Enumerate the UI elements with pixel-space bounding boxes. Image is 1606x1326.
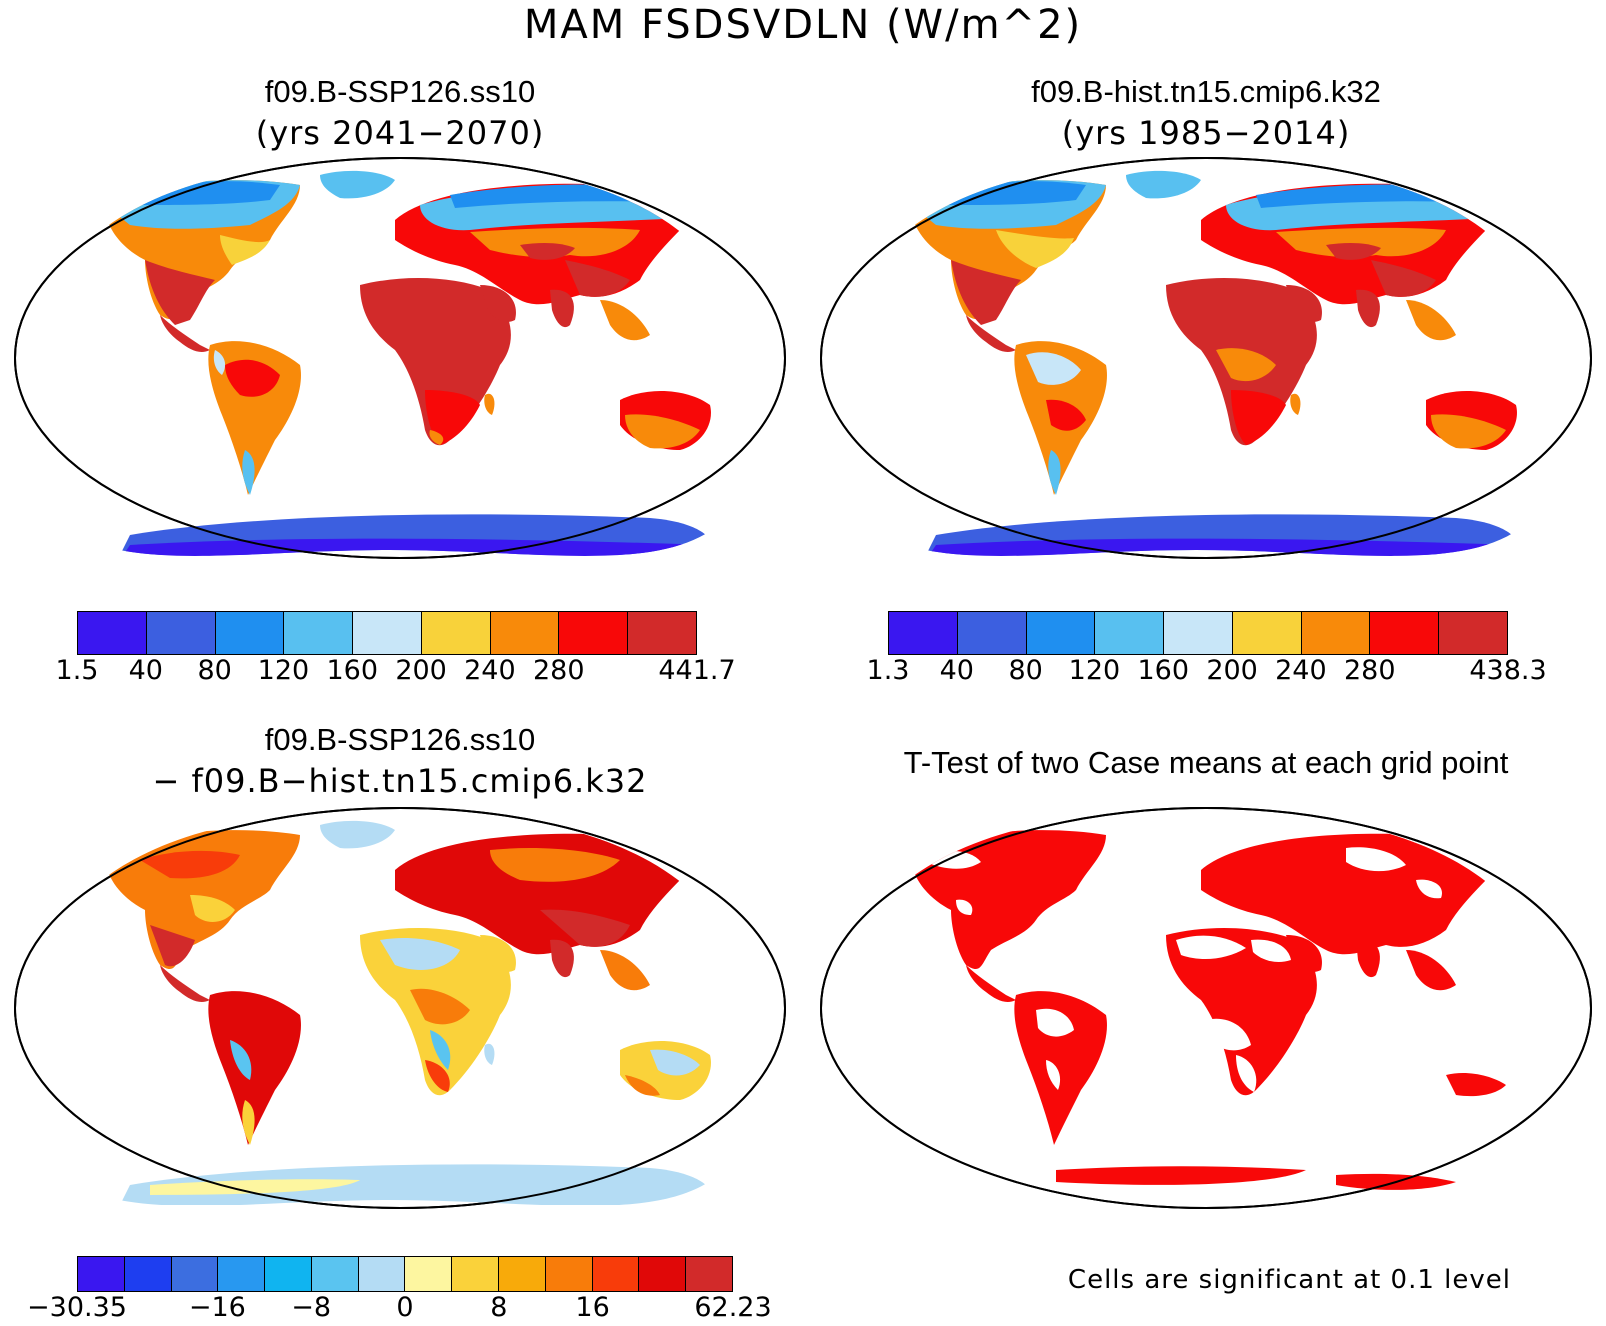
colorbar-cell bbox=[421, 612, 491, 654]
colorbar-cell bbox=[639, 1257, 687, 1291]
tick-label: 1.5 bbox=[55, 655, 99, 686]
panel-years-top-left: (yrs 2041−2070) bbox=[255, 114, 545, 152]
significance-note: Cells are significant at 0.1 level bbox=[1067, 1265, 1511, 1295]
tick-label: 80 bbox=[1008, 655, 1043, 686]
tick-label: 240 bbox=[464, 655, 516, 686]
colorbar-cell bbox=[218, 1257, 266, 1291]
colorbar-bottom-left bbox=[77, 1256, 733, 1292]
tick-label: 200 bbox=[1206, 655, 1258, 686]
tick-label: 160 bbox=[326, 655, 379, 686]
colorbar-ticks-top-right: 1.3 40 80 120 160 200 240 280 438.3 bbox=[867, 655, 1547, 689]
panel-title-bottom-right: T-Test of two Case means at each grid po… bbox=[903, 745, 1509, 780]
panel-subtitle-bottom-left: − f09.B−hist.tn15.cmip6.k32 bbox=[152, 762, 648, 800]
colorbar-cell bbox=[311, 1257, 359, 1291]
tick-label: 80 bbox=[197, 655, 232, 686]
tick-label: 438.3 bbox=[1469, 655, 1547, 686]
greenland bbox=[320, 170, 395, 199]
colorbar-cell bbox=[353, 612, 422, 654]
tick-label: 441.7 bbox=[658, 655, 736, 686]
colorbar-cell bbox=[628, 612, 697, 654]
colorbar-cell bbox=[1439, 612, 1508, 654]
colorbar-cell bbox=[686, 1257, 732, 1291]
colorbar-top-right bbox=[888, 611, 1508, 655]
colorbar-cell bbox=[490, 612, 560, 654]
tick-label: 240 bbox=[1275, 655, 1327, 686]
colorbar-cell bbox=[284, 612, 354, 654]
map-bottom-right bbox=[820, 807, 1592, 1209]
tick-label: 160 bbox=[1137, 655, 1190, 686]
tick-label: 280 bbox=[532, 655, 585, 686]
colorbar-cell bbox=[358, 1257, 406, 1291]
panel-years-top-right: (yrs 1985−2014) bbox=[1061, 114, 1351, 152]
tick-label: 40 bbox=[128, 655, 163, 686]
colorbar-cell bbox=[499, 1257, 546, 1291]
tick-label: 40 bbox=[939, 655, 974, 686]
colorbar-cell bbox=[889, 612, 958, 654]
colorbar-cell bbox=[545, 1257, 593, 1291]
colorbar-cell bbox=[78, 1257, 125, 1291]
colorbar-cell bbox=[592, 1257, 640, 1291]
tick-label: 120 bbox=[1068, 655, 1121, 686]
colorbar-cell bbox=[78, 612, 147, 654]
map-top-left bbox=[14, 157, 786, 559]
main-title: MAM FSDSVDLN (W/m^2) bbox=[523, 2, 1083, 48]
tick-label: 16 bbox=[575, 1292, 610, 1323]
colorbar-cell bbox=[1301, 612, 1371, 654]
colorbar-cell bbox=[452, 1257, 500, 1291]
map-bottom-left bbox=[14, 807, 786, 1209]
tick-label: −30.35 bbox=[27, 1292, 127, 1323]
tick-label: −16 bbox=[188, 1292, 246, 1323]
colorbar-cell bbox=[1164, 612, 1233, 654]
colorbar-ticks-top-left: 1.5 40 80 120 160 200 240 280 441.7 bbox=[56, 655, 736, 689]
colorbar-cell bbox=[1095, 612, 1165, 654]
colorbar-cell bbox=[1232, 612, 1302, 654]
tick-label: 200 bbox=[395, 655, 447, 686]
colorbar-cell bbox=[957, 612, 1027, 654]
central-america bbox=[160, 315, 210, 353]
colorbar-cell bbox=[265, 1257, 312, 1291]
tick-label: 120 bbox=[257, 655, 310, 686]
tick-label: 280 bbox=[1343, 655, 1396, 686]
tick-label: −8 bbox=[291, 1292, 332, 1323]
colorbar-cell bbox=[1370, 612, 1440, 654]
panel-title-top-right: f09.B-hist.tn15.cmip6.k32 bbox=[1031, 74, 1381, 109]
tick-label: 1.3 bbox=[866, 655, 910, 686]
colorbar-cell bbox=[559, 612, 629, 654]
colorbar-cell bbox=[215, 612, 285, 654]
tick-label: 0 bbox=[396, 1292, 414, 1323]
tick-label: 62.23 bbox=[694, 1292, 772, 1323]
tick-label: 8 bbox=[490, 1292, 508, 1323]
colorbar-cell bbox=[124, 1257, 172, 1291]
colorbar-top-left bbox=[77, 611, 697, 655]
panel-title-top-left: f09.B-SSP126.ss10 bbox=[264, 74, 536, 109]
colorbar-cell bbox=[171, 1257, 219, 1291]
panel-title-bottom-left: f09.B-SSP126.ss10 bbox=[264, 722, 536, 757]
colorbar-ticks-bottom-left: −30.35 −16 −8 0 8 16 62.23 bbox=[27, 1292, 772, 1326]
map-top-right bbox=[820, 157, 1592, 559]
colorbar-cell bbox=[405, 1257, 453, 1291]
colorbar-cell bbox=[1026, 612, 1096, 654]
colorbar-cell bbox=[146, 612, 216, 654]
